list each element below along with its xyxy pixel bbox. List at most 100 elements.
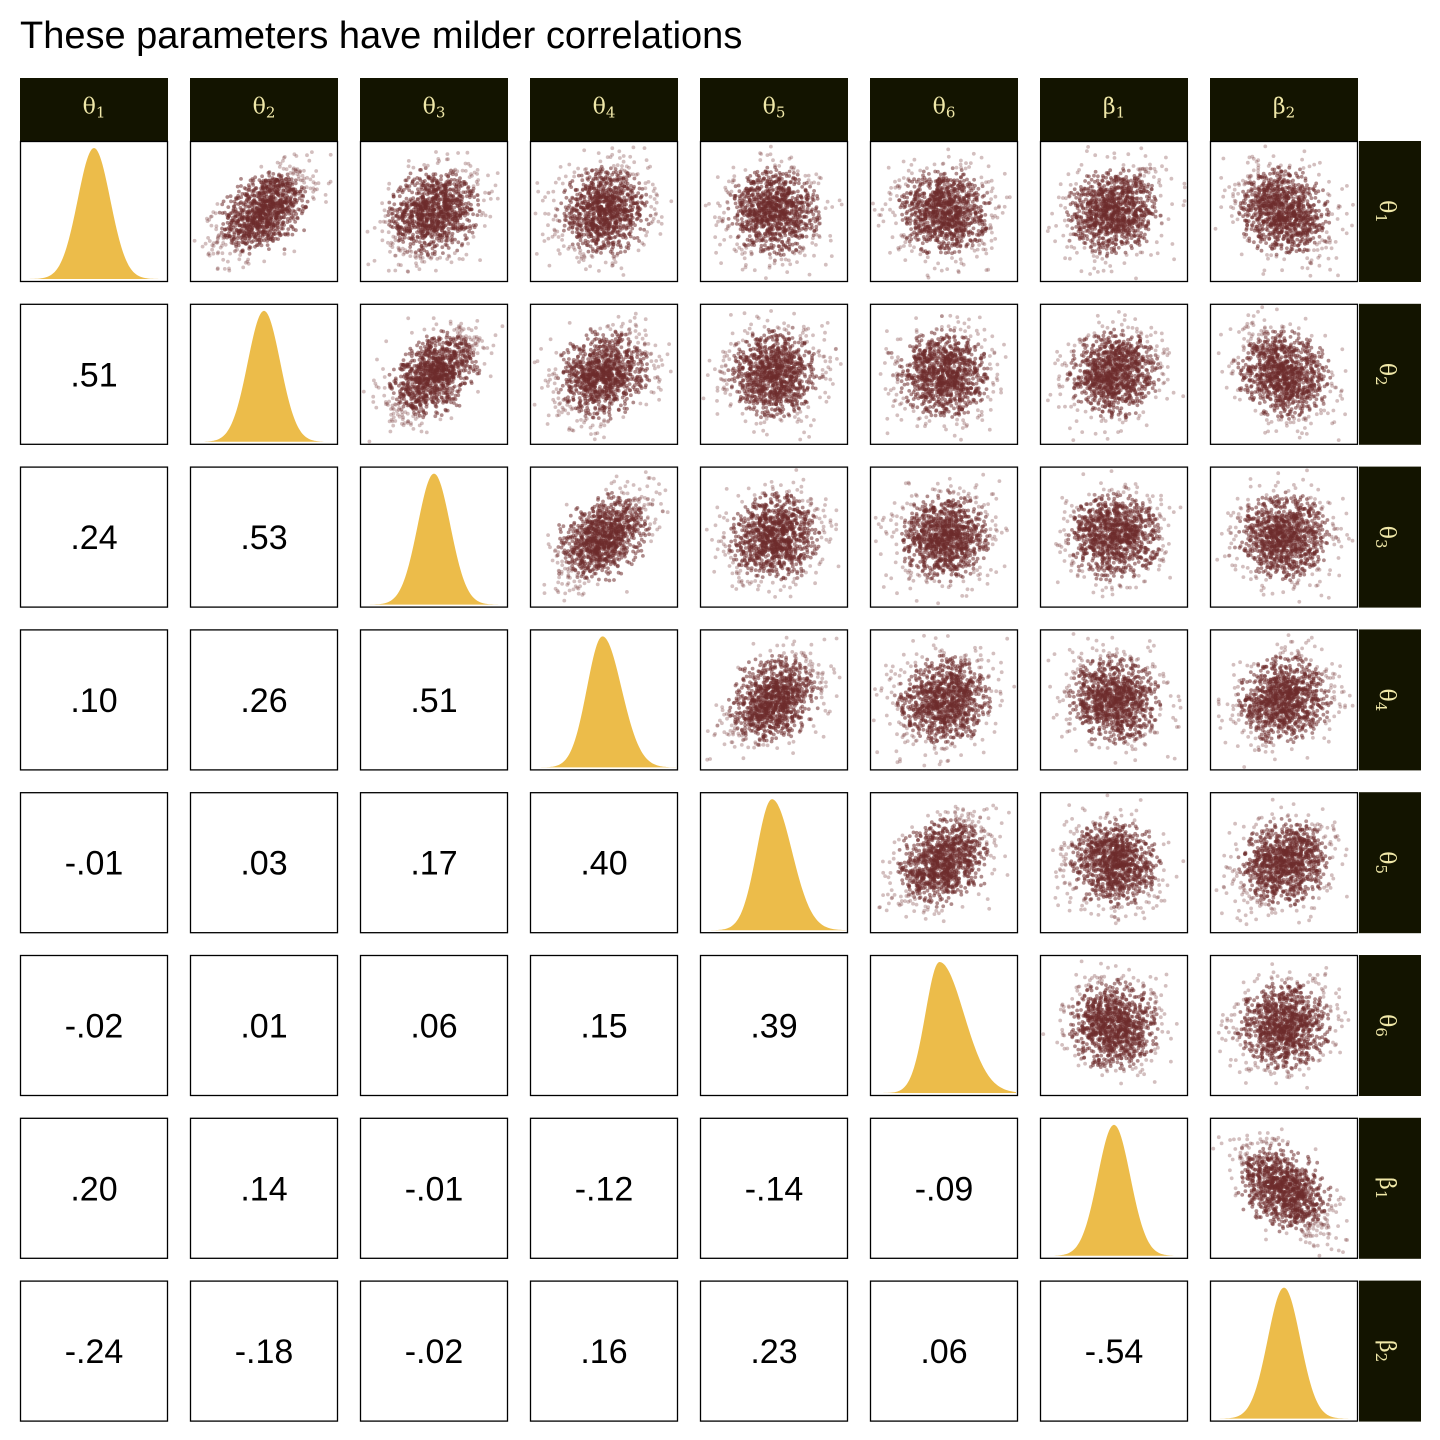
scatter-point [625,178,629,182]
scatter-point [762,200,766,204]
scatter-point [427,192,431,196]
scatter-point [623,169,627,173]
scatter-point [632,146,636,150]
scatter-point [979,205,983,209]
scatter-point [575,217,579,221]
scatter-point [454,211,458,215]
scatter-point [472,235,476,239]
scatter-point [424,201,428,205]
scatter-point [947,155,951,159]
scatter-point [972,178,976,182]
scatter-point [440,245,444,249]
scatter-point [460,226,464,230]
scatter-point [390,212,394,216]
scatter-point [612,255,616,259]
scatter-point [713,235,717,239]
scatter-point [494,184,498,188]
scatter-point [438,198,442,202]
scatter-point [435,243,439,247]
scatter-point [599,234,603,238]
scatter-point [762,204,766,208]
scatter-point [746,204,750,208]
scatter-point [758,239,762,243]
scatter-point [604,196,608,200]
panel-0-1 [191,142,338,282]
scatter-point [610,173,614,177]
scatter-point [737,209,741,213]
scatter-point [639,207,643,211]
scatter-point [576,202,580,206]
scatter-point [238,201,242,205]
scatter-point [599,171,603,175]
scatter-point [611,195,615,199]
scatter-point [465,253,469,257]
scatter-point [808,185,812,189]
scatter-point [770,227,774,231]
scatter-point [792,252,796,256]
scatter-point [926,255,930,259]
scatter-point [977,187,981,191]
scatter-point [608,205,612,209]
scatter-point [599,160,603,164]
scatter-point [793,230,797,234]
scatter-point [653,197,657,201]
scatter-point [781,172,785,176]
scatter-point [800,210,804,214]
scatter-point [768,232,772,236]
scatter-point [812,216,816,220]
scatter-point [417,210,421,214]
scatter-point [571,217,575,221]
scatter-point [762,212,766,216]
scatter-point [597,212,601,216]
scatter-point [389,225,393,229]
scatter-point [776,177,780,181]
scatter-point [460,244,464,248]
scatter-point [800,220,804,224]
scatter-point [251,183,255,187]
scatter-point [959,175,963,179]
scatter-point [439,210,443,214]
scatter-point [639,227,643,231]
scatter-point [465,218,469,222]
scatter-point [288,165,292,169]
scatter-point [563,224,567,228]
scatter-point [246,258,250,262]
scatter-point [560,238,564,242]
scatter-point [587,215,591,219]
scatter-point [390,207,394,211]
scatter-point [592,191,596,195]
scatter-point [596,237,600,241]
scatter-point [238,230,242,234]
scatter-point [387,230,391,234]
scatter-point [794,242,798,246]
scatter-point [592,236,596,240]
scatter-point [782,216,786,220]
scatter-point [812,229,816,233]
scatter-point [768,264,772,268]
scatter-point [446,152,450,156]
scatter-point [896,246,900,250]
scatter-point [461,190,465,194]
scatter-point [436,157,440,161]
scatter-point [305,153,309,157]
scatter-point [216,252,220,256]
scatter-point [984,252,988,256]
scatter-point [204,242,208,246]
scatter-point [612,241,616,245]
scatter-point [456,240,460,244]
scatter-point [761,224,765,228]
scatter-point [620,164,624,168]
scatter-point [443,219,447,223]
scatter-point [840,203,844,207]
scatter-point [615,254,619,258]
scatter-point [778,171,782,175]
scatter-point [888,251,892,255]
scatter-point [818,176,822,180]
scatter-point [265,222,269,226]
scatter-point [784,244,788,248]
scatter-point [579,196,583,200]
scatter-point [769,145,773,149]
scatter-point [563,212,567,216]
scatter-point [262,260,266,264]
scatter-point [430,236,434,240]
